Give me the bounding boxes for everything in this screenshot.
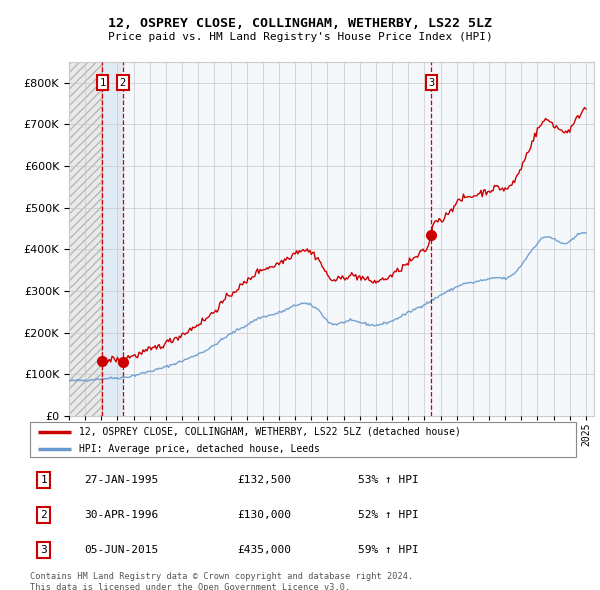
Text: £130,000: £130,000 (238, 510, 292, 520)
Text: Contains HM Land Registry data © Crown copyright and database right 2024.
This d: Contains HM Land Registry data © Crown c… (30, 572, 413, 590)
Bar (123, 62, 594, 416)
Bar (69, 62, 103, 416)
Text: 59% ↑ HPI: 59% ↑ HPI (358, 545, 418, 555)
Text: 52% ↑ HPI: 52% ↑ HPI (358, 510, 418, 520)
Text: 12, OSPREY CLOSE, COLLINGHAM, WETHERBY, LS22 5LZ: 12, OSPREY CLOSE, COLLINGHAM, WETHERBY, … (108, 17, 492, 30)
Text: Price paid vs. HM Land Registry's House Price Index (HPI): Price paid vs. HM Land Registry's House … (107, 32, 493, 42)
Text: 2: 2 (119, 78, 126, 88)
Text: HPI: Average price, detached house, Leeds: HPI: Average price, detached house, Leed… (79, 444, 320, 454)
Text: £132,500: £132,500 (238, 475, 292, 485)
Text: 1: 1 (100, 78, 106, 88)
Text: 12, OSPREY CLOSE, COLLINGHAM, WETHERBY, LS22 5LZ (detached house): 12, OSPREY CLOSE, COLLINGHAM, WETHERBY, … (79, 427, 461, 437)
Bar (103, 62, 123, 416)
Bar (69, 62, 103, 416)
Text: 3: 3 (428, 78, 434, 88)
Text: 53% ↑ HPI: 53% ↑ HPI (358, 475, 418, 485)
Text: 05-JUN-2015: 05-JUN-2015 (85, 545, 159, 555)
Text: £435,000: £435,000 (238, 545, 292, 555)
FancyBboxPatch shape (30, 422, 576, 457)
Text: 27-JAN-1995: 27-JAN-1995 (85, 475, 159, 485)
Text: 30-APR-1996: 30-APR-1996 (85, 510, 159, 520)
Text: 3: 3 (40, 545, 47, 555)
Text: 2: 2 (40, 510, 47, 520)
Text: 1: 1 (40, 475, 47, 485)
